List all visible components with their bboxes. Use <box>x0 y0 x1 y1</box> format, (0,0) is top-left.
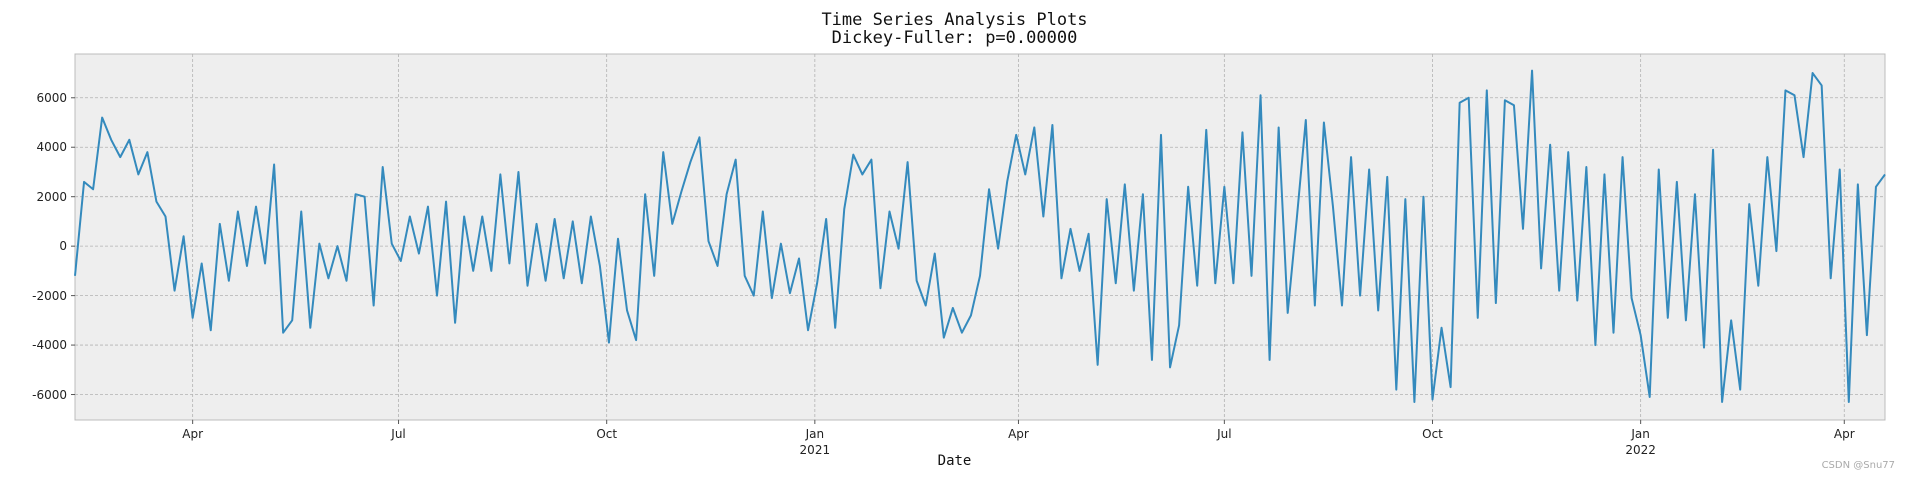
y-tick-label: 0 <box>59 239 67 254</box>
plot-area <box>74 53 1886 421</box>
y-tick-label: -2000 <box>32 288 67 303</box>
x-tick-label: Apr <box>182 427 204 441</box>
watermark: CSDN @Snu77 <box>1821 460 1895 471</box>
x-tick-label: Apr <box>1008 427 1029 441</box>
line-series <box>74 69 1886 403</box>
x-tick-label: Jan 2021 <box>799 427 831 457</box>
y-tick-label: 2000 <box>36 189 67 204</box>
x-tick-label: Oct <box>596 427 618 441</box>
y-tick-label: 6000 <box>36 90 67 105</box>
x-tick-label: Jul <box>391 427 406 441</box>
chart-title: Time Series Analysis Plots <box>821 10 1088 30</box>
y-tick-label: -6000 <box>32 387 67 402</box>
x-tick-label: Jul <box>1217 427 1232 441</box>
x-tick-label: Oct <box>1422 427 1443 441</box>
x-tick-label: Jan 2022 <box>1625 427 1656 457</box>
chart-subtitle: Dickey-Fuller: p=0.00000 <box>831 28 1078 48</box>
y-tick-label: 4000 <box>36 140 67 155</box>
x-axis-label: Date <box>937 453 972 469</box>
x-tick-label: Apr <box>1833 427 1855 441</box>
y-tick-label: -4000 <box>32 338 67 353</box>
